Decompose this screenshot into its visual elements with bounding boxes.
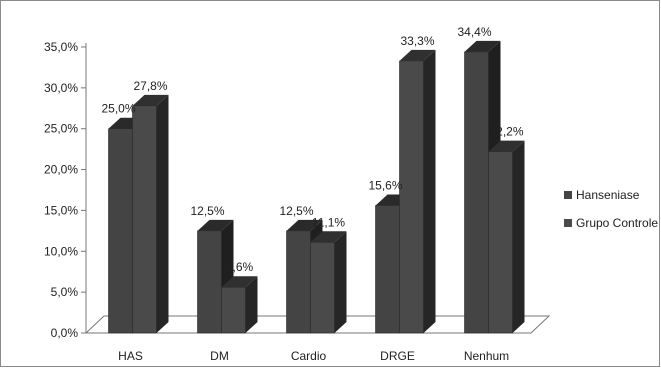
data-label: 15,6% xyxy=(368,179,402,193)
x-category-label: Nenhum xyxy=(464,349,509,363)
y-tick-label: 25,0% xyxy=(44,122,78,136)
data-label: 12,5% xyxy=(279,204,313,218)
bar-side xyxy=(156,94,169,333)
data-label: 27,8% xyxy=(133,79,167,93)
bar-dm-grupo-controle xyxy=(221,286,246,334)
x-category-label: DRGE xyxy=(380,349,415,363)
legend-swatch xyxy=(564,191,572,199)
bar-top xyxy=(221,276,258,288)
legend-label: Grupo Controle xyxy=(576,216,658,230)
bar-has-grupo-controle xyxy=(132,105,157,334)
legend: Hanseniase Grupo Controle xyxy=(564,188,658,230)
bar-side xyxy=(245,276,258,333)
x-category-label: Cardio xyxy=(291,349,327,363)
bar-dm-hanseniase xyxy=(197,230,222,334)
data-label: 34,4% xyxy=(457,25,491,39)
x-axis-categories: HAS DM Cardio DRGE Nenhum xyxy=(118,349,509,363)
data-labels: 25,0%27,8%12,5%5,6%12,5%11,1%15,6%33,3%3… xyxy=(101,25,523,274)
bar-top xyxy=(464,40,501,52)
legend-label: Hanseniase xyxy=(576,188,640,202)
bar-cardio-grupo-controle xyxy=(310,241,335,334)
data-label: 11,1% xyxy=(312,215,345,229)
x-category-label: HAS xyxy=(118,349,143,363)
data-label: 22,2% xyxy=(489,125,523,139)
y-tick-label: 30,0% xyxy=(44,81,78,95)
y-tick-label: 35,0% xyxy=(44,40,78,54)
bar-nenhum-grupo-controle xyxy=(488,151,513,334)
y-tick-label: 20,0% xyxy=(44,163,78,177)
bar-top xyxy=(399,49,436,61)
bar-nenhum-hanseniase xyxy=(464,51,489,334)
data-label: 12,5% xyxy=(190,204,224,218)
data-label: 25,0% xyxy=(101,102,135,116)
bar-drge-hanseniase xyxy=(375,205,400,334)
bar-side xyxy=(423,49,436,334)
data-label: 5,6% xyxy=(226,260,254,274)
y-axis: 0,0% 5,0% 10,0% 15,0% 20,0% 25,0% 30,0% 35,0% xyxy=(44,40,87,340)
bar-cardio-hanseniase xyxy=(286,230,311,334)
bar-top xyxy=(488,140,525,152)
bar-has-hanseniase xyxy=(108,128,133,334)
bar-top xyxy=(197,219,234,231)
bar-top xyxy=(310,231,347,243)
data-label: 33,3% xyxy=(400,34,434,48)
bars xyxy=(108,40,525,334)
bar-drge-grupo-controle xyxy=(399,60,424,334)
bar-side xyxy=(512,140,525,333)
x-category-label: DM xyxy=(210,349,229,363)
bar-side xyxy=(334,231,347,333)
y-tick-label: 0,0% xyxy=(51,326,79,340)
y-tick-label: 10,0% xyxy=(44,244,78,258)
y-tick-label: 5,0% xyxy=(51,285,79,299)
bar-top xyxy=(132,94,169,106)
y-tick-label: 15,0% xyxy=(44,203,78,217)
legend-swatch xyxy=(564,219,572,227)
bar-top xyxy=(286,219,323,231)
